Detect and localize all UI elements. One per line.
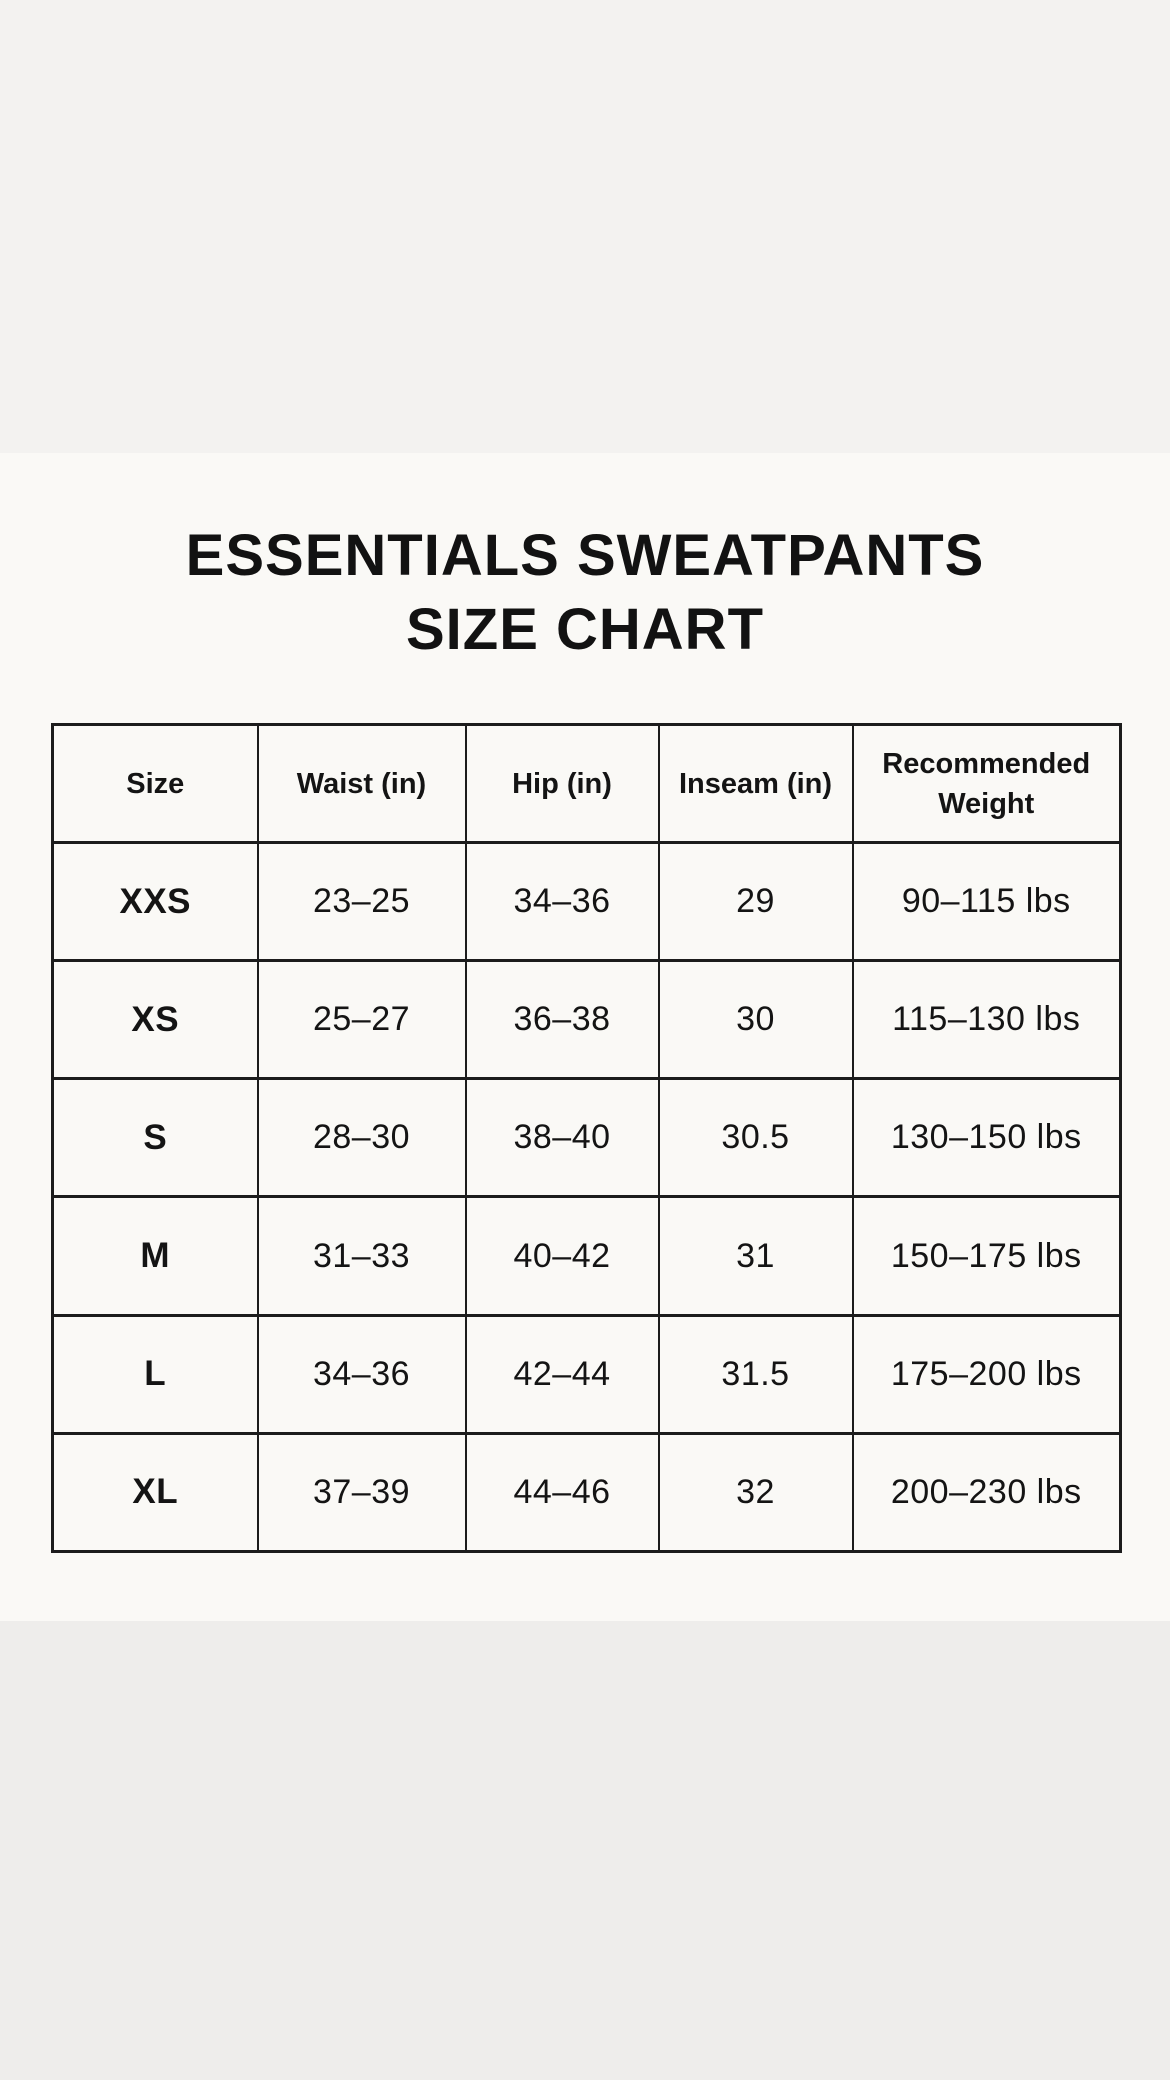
cell-size: XL: [51, 1431, 259, 1554]
table-header: Size Waist (in) Hip (in) Inseam (in) Recomme…: [51, 723, 1122, 844]
cell-waist: 34–36: [256, 1313, 467, 1435]
column-header-size: Size: [51, 723, 259, 844]
cell-waist: 37–39: [256, 1431, 467, 1554]
column-header-waist: Waist (in): [256, 723, 467, 844]
cell-size: S: [51, 1077, 259, 1199]
title-line-1: ESSENTIALS SWEATPANTS: [185, 523, 985, 588]
cell-hip: 38–40: [464, 1077, 660, 1199]
column-header-inseam: Inseam (in): [657, 723, 854, 844]
table-row-xxs: XXS 23–25 34–36 29 90–115 lbs: [51, 840, 1122, 963]
cell-waist: 23–25: [256, 840, 467, 963]
cell-size: M: [51, 1195, 259, 1317]
cell-inseam: 30.5: [657, 1077, 854, 1199]
cell-weight: 150–175 lbs: [851, 1195, 1122, 1317]
top-band: [0, 0, 1170, 453]
header-row: Size Waist (in) Hip (in) Inseam (in) Recomme…: [51, 723, 1122, 844]
page-title: ESSENTIALS SWEATPANTS SIZE CHART: [0, 519, 1170, 667]
cell-weight: 200–230 lbs: [851, 1431, 1122, 1554]
cell-waist: 31–33: [256, 1195, 467, 1317]
table-row-xs: XS 25–27 36–38 30 115–130 lbs: [51, 959, 1122, 1081]
cell-weight: 130–150 lbs: [851, 1077, 1122, 1199]
cell-waist: 28–30: [256, 1077, 467, 1199]
size-chart-table: Size Waist (in) Hip (in) Inseam (in) Recomme…: [51, 723, 1122, 1554]
cell-inseam: 32: [657, 1431, 854, 1554]
table-row-xl: XL 37–39 44–46 32 200–230 lbs: [51, 1431, 1122, 1554]
cell-hip: 44–46: [464, 1431, 660, 1554]
cell-weight: 115–130 lbs: [851, 959, 1122, 1081]
table-row-l: L 34–36 42–44 31.5 175–200 lbs: [51, 1313, 1122, 1435]
table-row-s: S 28–30 38–40 30.5 130–150 lbs: [51, 1077, 1122, 1199]
cell-size: XS: [51, 959, 259, 1081]
cell-waist: 25–27: [256, 959, 467, 1081]
cell-inseam: 30: [657, 959, 854, 1081]
table-row-m: M 31–33 40–42 31 150–175 lbs: [51, 1195, 1122, 1317]
cell-hip: 40–42: [464, 1195, 660, 1317]
cell-hip: 42–44: [464, 1313, 660, 1435]
column-header-weight: Recommended Weight: [851, 723, 1122, 844]
title-line-2: SIZE CHART: [406, 597, 764, 662]
cell-size: XXS: [51, 840, 259, 963]
cell-hip: 34–36: [464, 840, 660, 963]
cell-inseam: 29: [657, 840, 854, 963]
cell-inseam: 31.5: [657, 1313, 854, 1435]
column-header-hip: Hip (in): [464, 723, 660, 844]
table-body: XXS 23–25 34–36 29 90–115 lbs XS 25–27 36–38 30 1…: [51, 840, 1122, 1554]
cell-hip: 36–38: [464, 959, 660, 1081]
cell-size: L: [51, 1313, 259, 1435]
cell-weight: 175–200 lbs: [851, 1313, 1122, 1435]
bottom-band: [0, 1621, 1170, 2080]
cell-inseam: 31: [657, 1195, 854, 1317]
cell-weight: 90–115 lbs: [851, 840, 1122, 963]
